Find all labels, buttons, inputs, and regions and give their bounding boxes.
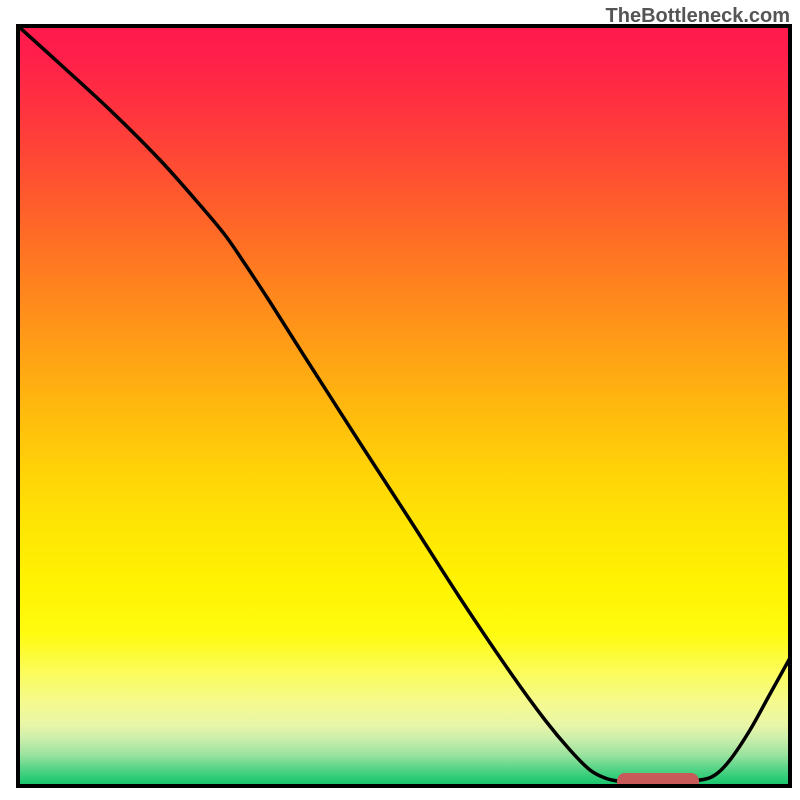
- watermark-text: TheBottleneck.com: [606, 5, 790, 27]
- chart-background: [18, 26, 790, 786]
- bottleneck-chart: TheBottleneck.com: [0, 0, 800, 800]
